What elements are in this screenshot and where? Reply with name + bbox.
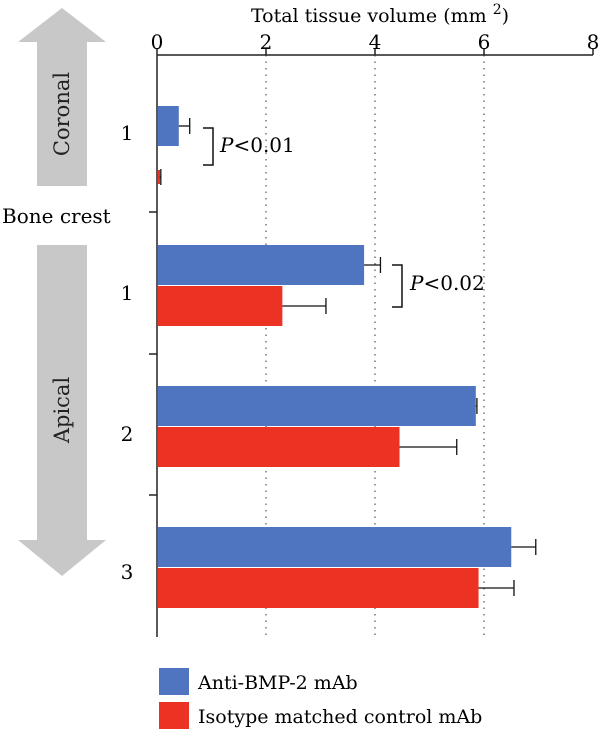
- legend-label-anti-bmp2: Anti-BMP-2 mAb: [197, 672, 358, 694]
- x-tick-label: 8: [587, 30, 600, 54]
- bar-2-anti-bmp2: [158, 245, 365, 285]
- error-bars: [159, 118, 537, 596]
- bone-crest-label: Bone crest: [2, 204, 111, 228]
- x-axis-title: Total tissue volume (mm 2): [251, 2, 509, 27]
- legend-swatch-isotype: [159, 702, 189, 729]
- category-label: 1: [121, 281, 134, 305]
- bar-3-anti-bmp2: [158, 386, 476, 426]
- bar-3-isotype: [158, 427, 400, 467]
- bar-4-isotype: [158, 568, 479, 608]
- category-label: 2: [121, 422, 134, 446]
- significance-bracket: [392, 264, 403, 308]
- x-tick-label: 4: [369, 30, 382, 54]
- legend: Anti-BMP-2 mAb Isotype matched control mA…: [159, 668, 482, 729]
- category-label: 3: [121, 560, 134, 584]
- apical-down-arrow: [18, 245, 106, 576]
- x-tick-label: 0: [151, 30, 164, 54]
- region-arrows: Coronal Apical Bone crest: [2, 8, 111, 576]
- category-label: 1: [121, 121, 134, 145]
- bar-4-anti-bmp2: [158, 527, 512, 567]
- legend-swatch-anti-bmp2: [159, 668, 189, 695]
- apical-label: Apical: [50, 377, 74, 445]
- bar-1-isotype: [158, 170, 160, 184]
- coronal-label: Coronal: [50, 72, 74, 156]
- significance-bracket: [203, 127, 214, 166]
- x-tick-label: 6: [478, 30, 491, 54]
- bar-1-anti-bmp2: [158, 106, 179, 146]
- coronal-up-arrow: [18, 8, 106, 186]
- p-value-label: P<0.02: [409, 271, 485, 295]
- legend-label-isotype: Isotype matched control mAb: [198, 706, 482, 728]
- axis-labels: Total tissue volume (mm 2) 1 1 2 3: [121, 2, 509, 584]
- x-tick-label: 2: [260, 30, 273, 54]
- bar-2-isotype: [158, 286, 283, 326]
- bars: [158, 106, 512, 608]
- p-value-annotations: P<0.01 P<0.02: [203, 127, 485, 308]
- p-value-label: P<0.01: [219, 133, 295, 157]
- axes: 0 2 4 6 8: [149, 30, 599, 637]
